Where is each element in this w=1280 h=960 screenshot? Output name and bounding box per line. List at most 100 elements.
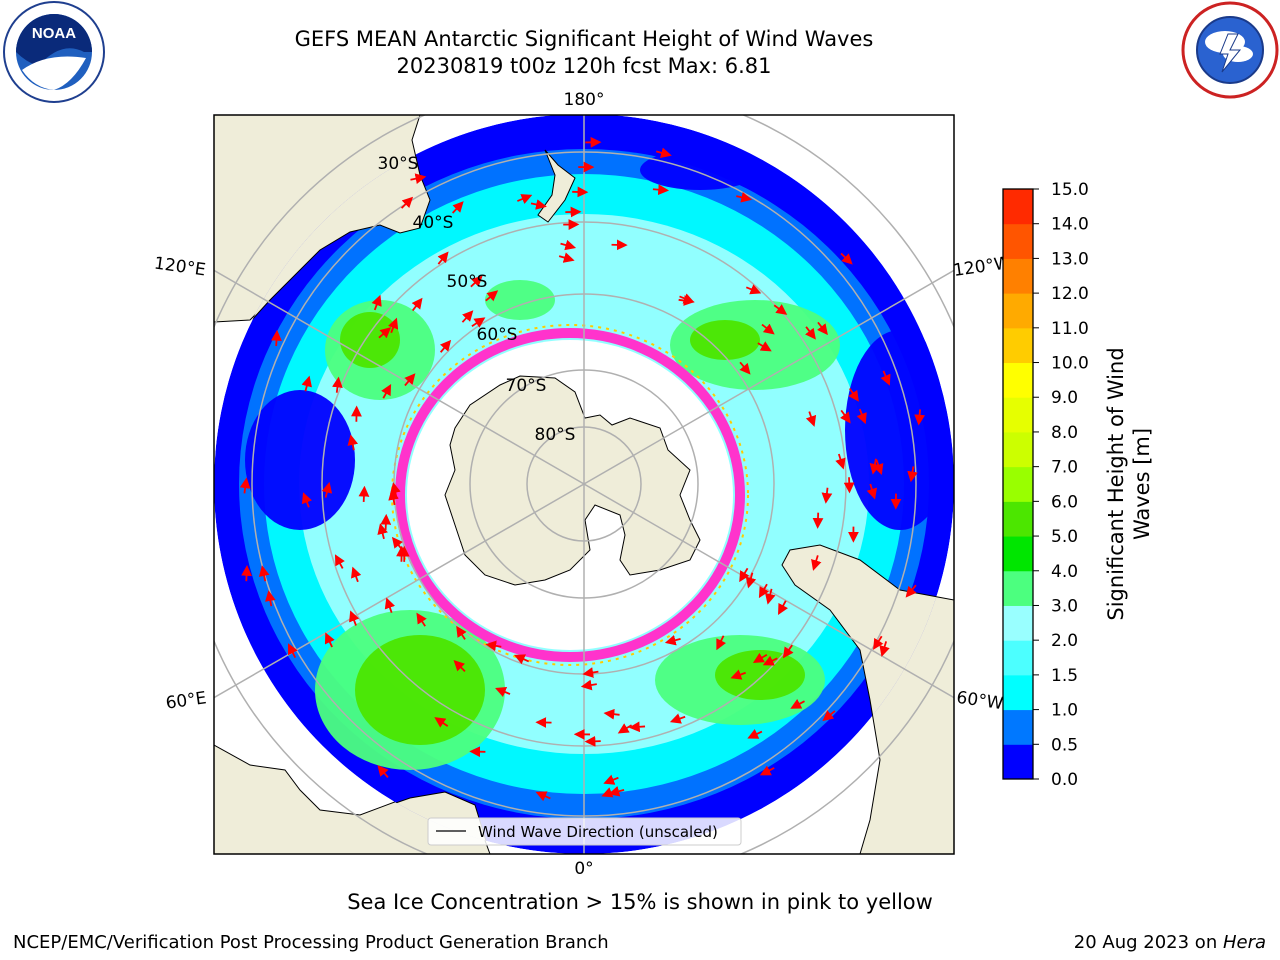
colorbar-bin <box>1003 189 1033 225</box>
colorbar-tick-label: 7.0 <box>1051 458 1078 478</box>
colorbar-bin <box>1003 744 1033 780</box>
wave-direction-arrow <box>265 590 276 607</box>
wave-direction-arrow <box>866 483 878 500</box>
wave-direction-arrow <box>679 293 695 304</box>
wave-direction-arrow <box>377 765 389 778</box>
wave-direction-arrow <box>628 721 646 733</box>
wave-height-field <box>640 150 760 190</box>
wave-direction-arrow <box>358 485 370 502</box>
wave-direction-arrow <box>535 791 551 802</box>
wave-direction-arrow <box>384 597 395 614</box>
wave-direction-arrow <box>404 373 416 387</box>
wave-direction-arrow <box>603 708 620 720</box>
colorbar-tick-label: 11.0 <box>1051 319 1089 339</box>
wave-direction-arrow <box>840 252 853 265</box>
wave-direction-arrow <box>752 652 768 663</box>
wave-direction-arrow <box>848 387 859 402</box>
wave-direction-arrow <box>453 659 466 672</box>
wave-direction-arrow <box>765 588 776 605</box>
wave-direction-arrow <box>351 566 362 583</box>
colorbar-tick-label: 8.0 <box>1051 423 1078 443</box>
latitude-label-40s: 40°S <box>413 213 454 233</box>
footer-date: 20 Aug 2023 on Hera <box>1074 932 1266 953</box>
wave-direction-arrow <box>745 572 757 589</box>
colorbar-tick-label: 3.0 <box>1051 596 1078 616</box>
wave-direction-arrow <box>301 375 312 392</box>
colorbar-tick-label: 15.0 <box>1051 180 1089 200</box>
wave-direction-arrow <box>778 600 788 615</box>
wave-direction-arrow <box>416 612 427 627</box>
wave-direction-arrow <box>652 184 670 196</box>
wave-direction-arrow <box>560 239 577 251</box>
latitude-label-50s: 50°S <box>447 272 488 292</box>
wave-direction-arrow <box>812 512 824 529</box>
colorbar-tick-label: 1.0 <box>1051 701 1078 721</box>
colorbar-bin <box>1003 709 1033 745</box>
wave-direction-arrow <box>400 196 414 209</box>
colorbar-tick-label: 9.0 <box>1051 388 1078 408</box>
colorbar-bin <box>1003 293 1033 329</box>
wave-direction-arrow <box>437 251 449 265</box>
colorbar-bin <box>1003 605 1033 641</box>
latitude-label-70s: 70°S <box>506 376 547 396</box>
wave-direction-arrow <box>485 640 502 652</box>
wave-direction-arrow <box>761 323 775 335</box>
wave-direction-arrow <box>380 513 392 531</box>
latitude-label-60s: 60°S <box>477 325 518 345</box>
meridian-label-180: 180° <box>564 90 605 110</box>
wave-direction-arrow <box>258 565 270 582</box>
colorbar-bin <box>1003 258 1033 294</box>
wave-direction-arrow <box>513 654 530 665</box>
wave-direction-arrow <box>332 376 343 393</box>
wave-direction-arrow <box>558 252 575 263</box>
wave-direction-arrow <box>301 492 312 508</box>
wave-direction-arrow <box>736 192 753 203</box>
meridian-line <box>583 483 954 699</box>
wave-direction-arrow <box>762 655 778 666</box>
sea-ice-caption: Sea Ice Concentration > 15% is shown in … <box>347 890 933 914</box>
wave-direction-arrow <box>347 434 359 451</box>
legend-label: Wind Wave Direction (unscaled) <box>478 823 718 841</box>
colorbar-bin <box>1003 223 1033 259</box>
wave-direction-arrow <box>324 632 335 648</box>
noaa-logo-text: NOAA <box>32 25 76 42</box>
wave-direction-arrow <box>914 409 925 426</box>
colorbar-bin <box>1003 640 1033 676</box>
wave-direction-arrow <box>730 669 746 680</box>
wave-height-field <box>340 312 400 368</box>
wave-direction-arrow <box>739 567 750 583</box>
wave-direction-arrow <box>381 384 392 399</box>
wave-direction-arrow <box>349 610 360 626</box>
wave-direction-arrow <box>456 625 467 640</box>
wave-direction-arrow <box>321 481 333 498</box>
wave-direction-arrow <box>288 643 298 659</box>
colorbar-frame <box>1002 188 1034 780</box>
colorbar-tick-label: 14.0 <box>1051 215 1089 235</box>
new-zealand-land <box>537 149 576 223</box>
colorbar-tick-label: 0.5 <box>1051 735 1078 755</box>
colorbar-bin <box>1003 466 1033 502</box>
wave-direction-arrow <box>805 411 817 427</box>
wave-direction-arrow <box>879 641 890 657</box>
wave-direction-arrow <box>655 147 672 158</box>
antarctica-land <box>444 375 701 586</box>
wave-direction-arrow <box>839 409 851 424</box>
chart-title: GEFS MEAN Antarctic Significant Height o… <box>294 27 874 51</box>
meridian-line <box>214 269 585 485</box>
colorbar-bin <box>1003 536 1033 572</box>
wave-direction-arrow <box>747 729 763 739</box>
wave-direction-arrow <box>790 698 805 709</box>
wave-direction-arrow <box>907 466 918 483</box>
wave-direction-arrow <box>271 329 282 347</box>
footer-credit: NCEP/EMC/Verification Post Processing Pr… <box>13 932 609 953</box>
colorbar-bin <box>1003 674 1033 711</box>
wave-direction-arrow <box>617 723 633 734</box>
wave-direction-arrow <box>782 644 794 659</box>
wave-direction-arrow <box>773 304 788 315</box>
wave-direction-arrow <box>664 634 681 646</box>
wave-direction-arrow <box>378 327 392 339</box>
wave-direction-arrow <box>745 284 762 295</box>
colorbar-tick-label: 0.0 <box>1051 770 1078 790</box>
wave-direction-arrow <box>758 583 769 599</box>
